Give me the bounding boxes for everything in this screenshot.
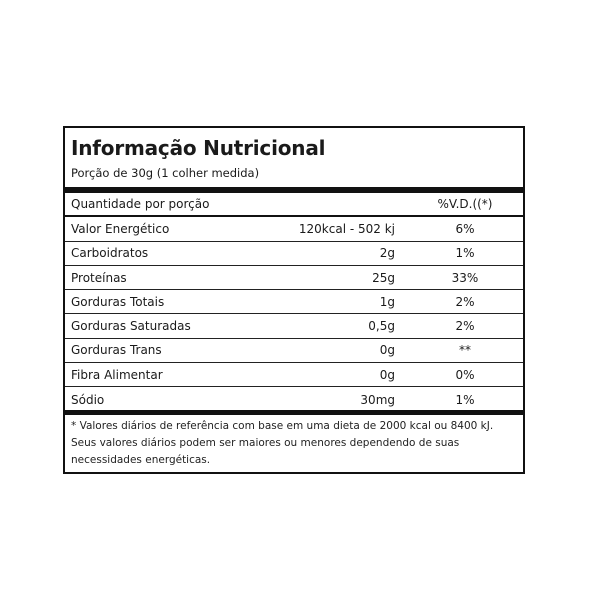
nutrient-amount: 1g	[379, 294, 395, 309]
nutrient-name: Carboidratos	[71, 246, 149, 261]
nutrient-name: Proteínas	[71, 270, 127, 285]
table-row: Gorduras Saturadas 0,5g 2%	[65, 314, 523, 339]
table-row: Carboidratos 2g 1%	[65, 242, 523, 266]
table-row: Fibra Alimentar 0g 0%	[65, 363, 523, 388]
nutrient-dv: 6%	[455, 221, 475, 236]
nutrient-name: Gorduras Saturadas	[71, 319, 191, 334]
nutrient-amount: 0,5g	[368, 319, 395, 334]
nutrient-dv: 0%	[455, 367, 475, 382]
nutrient-dv: 1%	[455, 246, 475, 261]
nutrient-dv: 33%	[451, 270, 479, 285]
header-quantity: Quantidade por porção	[71, 197, 210, 212]
footnote: * Valores diários de referência com base…	[71, 420, 494, 466]
footer-divider	[65, 410, 523, 415]
nutrient-amount: 0g	[379, 367, 395, 382]
nutrient-name: Valor Energético	[71, 221, 170, 236]
table-row: Proteínas 25g 33%	[65, 266, 523, 291]
table-header-row: Quantidade por porção %V.D.((*)	[65, 193, 523, 218]
table-row: Gorduras Totais 1g 2%	[65, 290, 523, 315]
nutrient-amount: 30mg	[360, 392, 395, 407]
nutrient-name: Fibra Alimentar	[71, 367, 163, 382]
nutrient-table: Quantidade por porção %V.D.((*) Valor En…	[65, 193, 523, 412]
portion-size: Porção de 30g (1 colher medida)	[71, 166, 260, 180]
nutrient-amount: 2g	[379, 246, 395, 261]
nutrient-name: Sódio	[71, 392, 105, 407]
nutrient-amount: 0g	[379, 343, 395, 358]
label-title: Informação Nutricional	[71, 136, 326, 160]
header-daily-value: %V.D.((*)	[437, 197, 493, 212]
nutrition-facts-label: Informação Nutricional Porção de 30g (1 …	[63, 126, 525, 474]
header-divider	[65, 187, 523, 193]
nutrient-dv: 2%	[455, 319, 475, 334]
nutrient-amount: 120kcal - 502 kj	[298, 221, 395, 236]
nutrient-name: Gorduras Trans	[71, 343, 162, 358]
table-row: Valor Energético 120kcal - 502 kj 6%	[65, 217, 523, 242]
table-row: Sódio 30mg 1%	[65, 387, 523, 411]
table-row: Gorduras Trans 0g **	[65, 339, 523, 364]
nutrient-dv: **	[459, 343, 471, 358]
nutrient-dv: 2%	[455, 294, 475, 309]
nutrient-amount: 25g	[372, 270, 395, 285]
nutrient-dv: 1%	[455, 392, 475, 407]
nutrient-name: Gorduras Totais	[71, 294, 165, 309]
